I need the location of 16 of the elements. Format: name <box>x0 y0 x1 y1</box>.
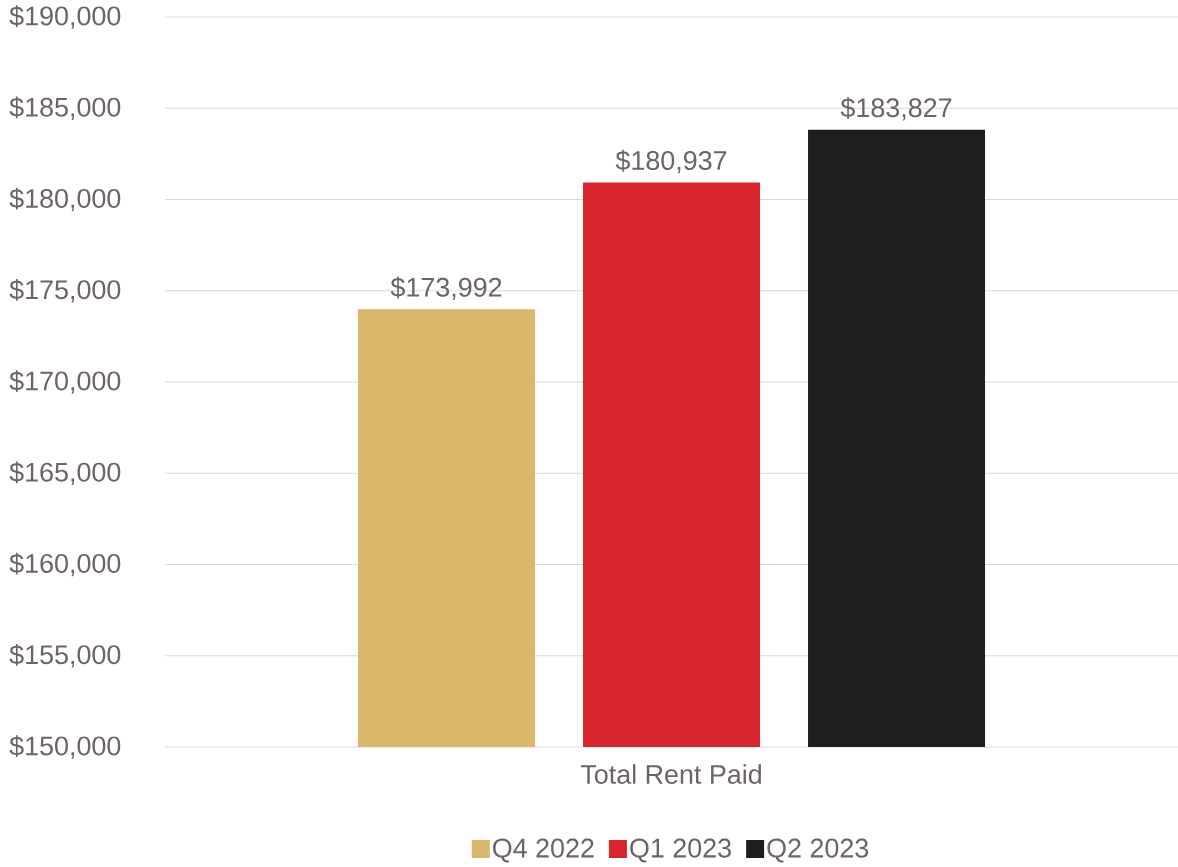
y-tick-label: $190,000 <box>9 5 121 29</box>
y-tick-label: $160,000 <box>9 552 121 577</box>
data-label: $173,992 <box>390 276 502 300</box>
legend-label: Q2 2023 <box>767 838 869 863</box>
y-tick-label: $185,000 <box>9 96 121 120</box>
data-label: $180,937 <box>615 149 727 174</box>
y-tick-label: $155,000 <box>9 644 121 668</box>
y-tick-label: $170,000 <box>9 370 121 394</box>
legend-label: Q4 2022 <box>493 838 594 863</box>
y-tick-label: $180,000 <box>9 187 121 212</box>
y-tick-label: $165,000 <box>9 461 121 485</box>
x-tick-label: Total Rent Paid <box>580 764 761 784</box>
y-tick-label: $150,000 <box>9 735 121 759</box>
data-label: $183,827 <box>840 97 952 121</box>
y-tick-label: $175,000 <box>9 279 121 303</box>
legend-label: Q1 2023 <box>630 838 731 863</box>
